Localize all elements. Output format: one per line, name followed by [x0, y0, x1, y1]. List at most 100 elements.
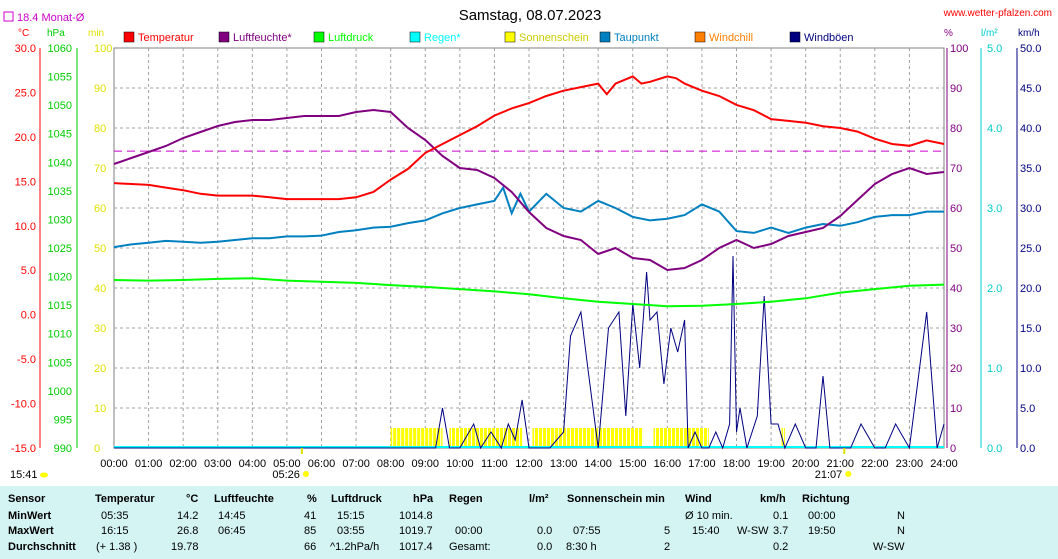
time-tick-label: 10:00	[446, 458, 474, 470]
row-max-rain-time: 00:00	[455, 525, 483, 537]
time-tick-label: 01:00	[135, 458, 163, 470]
axis-tick-label: 5.0	[21, 265, 36, 277]
axis-tick-label: 0	[950, 443, 956, 455]
time-tick-label: 11:00	[481, 458, 508, 470]
axis-tick-label: 0.0	[1020, 443, 1035, 455]
axis-tick-label: 20.0	[15, 132, 36, 144]
axis-tick-label: 50	[950, 243, 962, 255]
row-max-wind-dir: W-SW	[737, 525, 769, 537]
row-min-wind-val: 0.1	[773, 510, 789, 522]
axis-tick-label: 5.0	[987, 43, 1002, 55]
stats-header-pressure-unit: hPa	[413, 493, 434, 505]
monthly-avg-label: 18.4 Monat-Ø	[17, 12, 85, 24]
current-time-icon	[40, 472, 48, 478]
axis-tick-label: 50	[94, 243, 106, 255]
axis-tick-label: 30	[94, 323, 106, 335]
axis-tick-label: 4.0	[987, 123, 1002, 135]
axes: 30.0 25.0 20.0 15.0 10.0 5.0 0.0 -5.0 -10.0 -15.0…	[11, 43, 1042, 470]
stats-header-pressure: Luftdruck	[331, 493, 382, 505]
sunshine-bar	[532, 428, 644, 448]
axis-tick-label: 45.0	[1020, 83, 1041, 95]
time-markers: 05:26 21:07 15:41	[10, 448, 852, 481]
legend-swatch	[123, 31, 135, 43]
sunrise-label: 05:26	[272, 469, 300, 481]
row-avg-sun-time: 8:30 h	[566, 541, 597, 553]
axis-tick-label: 1015	[48, 300, 72, 312]
axis-tick-label: 995	[54, 414, 72, 426]
unit-humidity: %	[944, 28, 953, 39]
axis-tick-label: 1.0	[987, 363, 1002, 375]
row-max-hum-val: 85	[304, 525, 317, 537]
sunset-label: 21:07	[815, 469, 843, 481]
time-tick-label: 20:00	[792, 458, 820, 470]
row-max-dir-val: N	[897, 525, 905, 537]
unit-temp: °C	[18, 28, 29, 39]
legend-swatch	[789, 31, 801, 43]
stats-header-wind: Wind	[685, 493, 712, 505]
stats-header-temp: Temperatur	[95, 493, 155, 505]
axis-tick-label: 1025	[48, 243, 72, 255]
legend-label: Luftdruck	[328, 32, 374, 44]
time-tick-label: 12:00	[515, 458, 543, 470]
axis-tick-label: 25.0	[15, 87, 36, 99]
series-line-taupunkt	[113, 185, 944, 249]
sunset-icon	[845, 471, 852, 477]
row-max-sun-val: 5	[664, 525, 671, 537]
axis-tick-label: 1030	[48, 214, 72, 226]
axis-tick-label: 20.0	[1020, 283, 1041, 295]
axis-tick-label: 35.0	[1020, 163, 1041, 175]
legend-label: Sonnenschein	[519, 32, 589, 44]
row-min-hum-val: 41	[304, 510, 317, 522]
row-min-temp-time: 05:35	[101, 510, 129, 522]
row-avg-rain-val: 0.0	[537, 541, 553, 553]
row-avg-rain-time: Gesamt:	[449, 541, 491, 553]
stats-header-wind-unit: km/h	[760, 493, 786, 505]
row-min-label: MinWert	[8, 510, 52, 522]
axis-tick-label: 1005	[48, 357, 72, 369]
time-tick-label: 21:00	[826, 458, 854, 470]
axis-tick-label: 80	[94, 123, 106, 135]
axis-tick-label: 1050	[48, 100, 72, 112]
row-avg-wind-val: 0.2	[773, 541, 789, 553]
time-tick-label: 03:00	[204, 458, 232, 470]
row-max-rain-val: 0.0	[537, 525, 553, 537]
axis-tick-label: 2.0	[987, 283, 1002, 295]
row-max-wind-val: 3.7	[773, 525, 789, 537]
legend-swatch	[313, 31, 325, 43]
axis-tick-label: 0.0	[21, 310, 36, 322]
legend-label: Windböen	[804, 32, 854, 44]
site-link[interactable]: www.wetter-pfalzen.com	[943, 8, 1052, 19]
stats-header-direction: Richtung	[802, 493, 850, 505]
axis-tick-label: 10	[950, 403, 962, 415]
axis-tick-label: 1045	[48, 129, 72, 141]
row-max-temp-val: 26.8	[177, 525, 199, 537]
time-tick-label: 15:00	[619, 458, 647, 470]
axis-tick-label: 80	[950, 123, 962, 135]
row-min-press-val: 1014.8	[399, 510, 433, 522]
series-line-luftfeuchte	[113, 108, 945, 272]
row-max-dir-time: 19:50	[808, 525, 836, 537]
legend-label: Temperatur	[138, 32, 194, 44]
axis-tick-label: 1010	[48, 329, 72, 341]
axis-tick-label: 90	[94, 83, 106, 95]
axis-tick-label: 70	[94, 163, 106, 175]
stats-header-sensor: Sensor	[8, 493, 46, 505]
axis-tick-label: 50.0	[1020, 43, 1041, 55]
axis-tick-label: 10.0	[1020, 363, 1041, 375]
legend-swatch	[409, 31, 421, 43]
row-avg-press-time: ^1.2hPa/h	[330, 541, 380, 553]
row-min-temp-val: 14.2	[177, 510, 199, 522]
axis-tick-label: 10	[94, 403, 106, 415]
row-avg-temp-time: (+ 1.38 )	[96, 541, 138, 553]
legend-swatch	[599, 31, 611, 43]
time-tick-label: 05:00	[273, 458, 301, 470]
stats-header-humidity-unit: %	[307, 493, 317, 505]
axis-tick-label: 60	[950, 203, 962, 215]
legend-swatch	[694, 31, 706, 43]
axis-tick-label: 1020	[48, 272, 72, 284]
axis-tick-label: 25.0	[1020, 243, 1041, 255]
stats-header-rain-unit: l/m²	[529, 493, 549, 505]
sunrise-icon	[302, 471, 309, 477]
current-time-label: 15:41	[10, 469, 38, 481]
row-max-press-time: 03:55	[337, 525, 365, 537]
